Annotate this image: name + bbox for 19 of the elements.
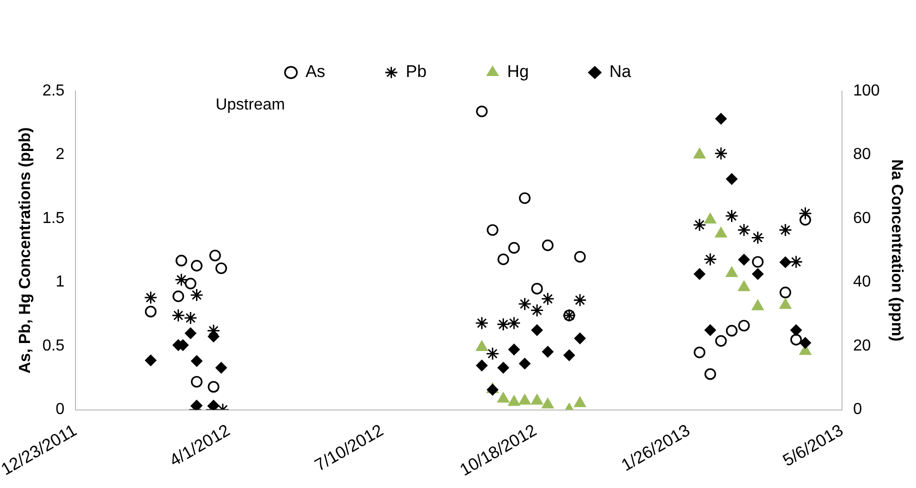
y2-tick-label: 100 — [853, 82, 880, 100]
y2-tick-label: 80 — [853, 146, 872, 164]
y-tick-label: 1.5 — [42, 210, 65, 227]
legend-label: As — [305, 62, 326, 82]
y2-tick-label: 60 — [853, 210, 872, 227]
y-tick-label: 0 — [56, 401, 65, 418]
legend-label: Pb — [406, 62, 427, 82]
y-tick-label: 2 — [56, 146, 65, 164]
legend-label: Hg — [507, 62, 529, 82]
y-axis-title: As, Pb, Hg Concentrations (ppb) — [17, 127, 34, 374]
annotation: Upstream — [216, 96, 285, 114]
y2-tick-label: 0 — [853, 401, 862, 418]
y2-tick-label: 20 — [853, 337, 872, 354]
y-tick-label: 1 — [56, 274, 65, 291]
y-tick-label: 2.5 — [42, 82, 65, 100]
y2-tick-label: 40 — [853, 274, 872, 291]
y-tick-label: 0.5 — [42, 337, 65, 354]
y2-axis-title: Na Concentration (ppm) — [888, 159, 905, 342]
legend-label: Na — [609, 62, 632, 82]
